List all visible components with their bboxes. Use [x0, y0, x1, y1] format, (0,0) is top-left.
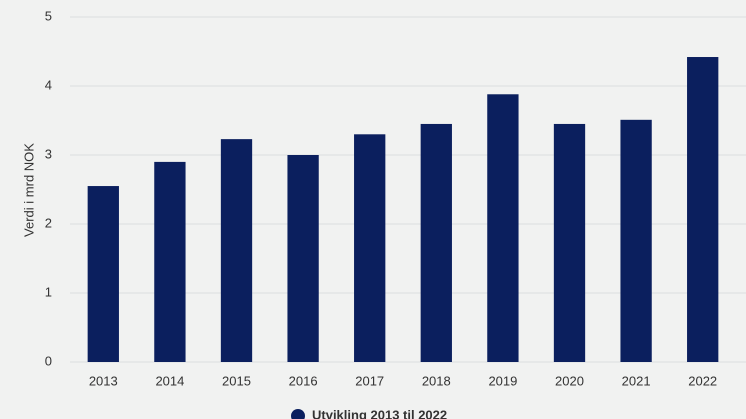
bar	[154, 161, 186, 362]
bar	[487, 94, 519, 362]
x-tick-label: 2020	[555, 373, 584, 388]
x-tick-label: 2015	[222, 373, 251, 388]
bar	[354, 134, 386, 362]
bar	[420, 123, 452, 362]
x-tick-label: 2019	[488, 373, 517, 388]
x-tick-label: 2014	[155, 373, 184, 388]
x-tick-label: 2021	[622, 373, 651, 388]
y-tick-label: 2	[45, 215, 52, 230]
bar	[620, 119, 652, 362]
x-tick-label: 2013	[89, 373, 118, 388]
x-tick-label: 2018	[422, 373, 451, 388]
bar	[287, 155, 319, 362]
x-tick-label: 2016	[289, 373, 318, 388]
bar	[87, 186, 119, 362]
y-tick-label: 1	[45, 284, 52, 299]
y-axis-label: Verdi i mrd NOK	[21, 143, 36, 237]
legend-marker	[291, 409, 305, 419]
y-tick-label: 4	[45, 77, 52, 92]
legend-label: Utvikling 2013 til 2022	[312, 407, 447, 419]
bar	[220, 139, 253, 362]
bar	[687, 57, 719, 363]
y-tick-label: 3	[45, 146, 52, 161]
y-tick-label: 0	[45, 353, 52, 368]
y-tick-label: 5	[45, 8, 52, 23]
bar	[553, 123, 586, 362]
x-tick-label: 2022	[688, 373, 717, 388]
x-tick-label: 2017	[355, 373, 384, 388]
